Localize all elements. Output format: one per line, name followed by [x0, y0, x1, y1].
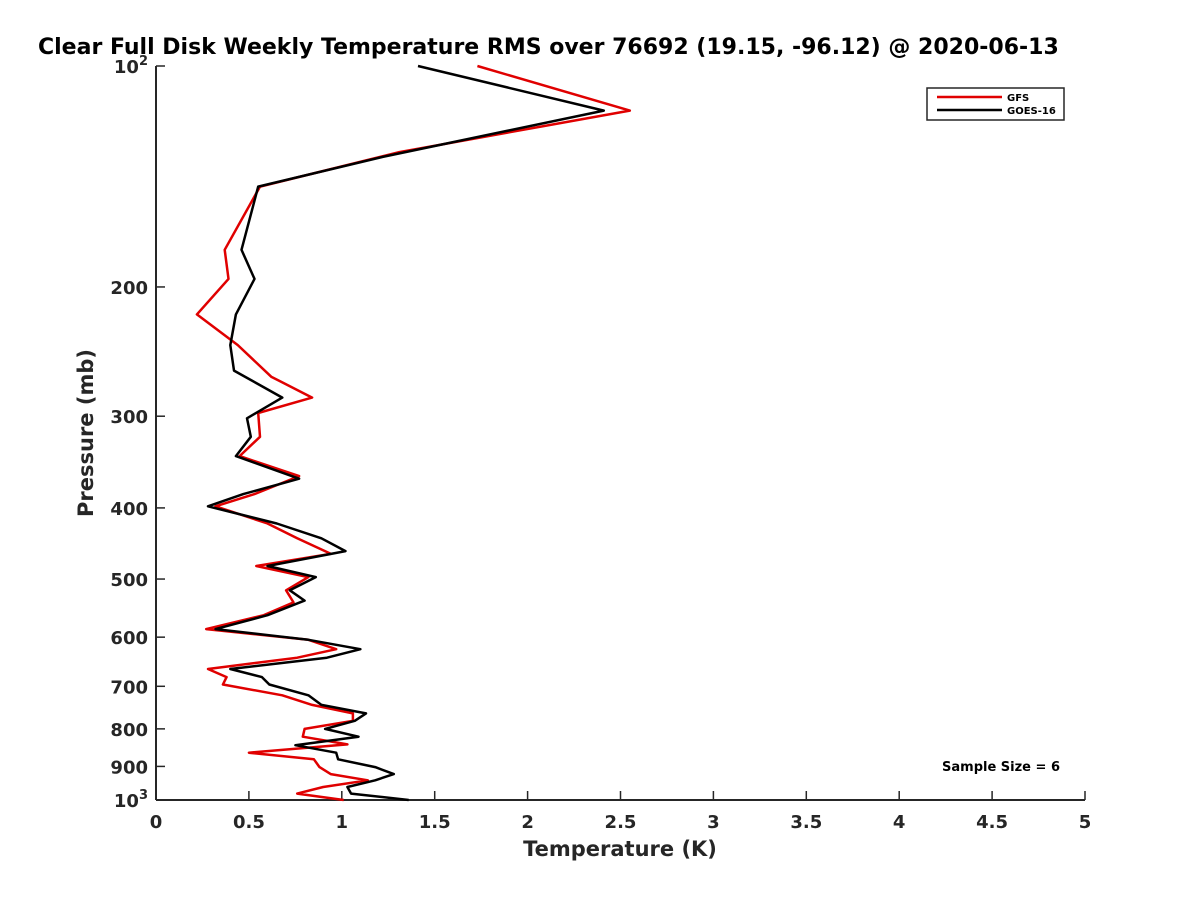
- series-line-gfs: [195, 64, 632, 802]
- x-tick-label: 1.5: [419, 812, 451, 833]
- y-axis-label: Pressure (mb): [74, 349, 98, 517]
- y-tick-label: 200: [110, 278, 148, 299]
- legend-entry-label: GOES-16: [1007, 106, 1056, 117]
- y-tick-label: 400: [110, 499, 148, 520]
- y-tick-label: 700: [110, 677, 148, 698]
- y-tick-label: 300: [110, 407, 148, 428]
- legend-entry-label: GFS: [1007, 93, 1029, 104]
- x-tick-label: 2: [521, 812, 534, 833]
- legend-box: [926, 87, 1065, 121]
- x-tick-label: 3: [707, 812, 720, 833]
- y-tick-label: 102: [114, 54, 148, 78]
- x-tick-label: 4.5: [976, 812, 1008, 833]
- x-tick-label: 2.5: [605, 812, 637, 833]
- x-tick-label: 3.5: [790, 812, 822, 833]
- y-tick-label: 900: [110, 757, 148, 778]
- sample-size-annotation: Sample Size = 6: [942, 760, 1060, 775]
- x-tick-label: 0.5: [233, 812, 265, 833]
- x-tick-label: 1: [336, 812, 349, 833]
- x-axis-label: Temperature (K): [523, 837, 717, 861]
- chart-title: Clear Full Disk Weekly Temperature RMS o…: [38, 35, 1059, 60]
- x-tick-label: 0: [150, 812, 163, 833]
- y-tick-label: 500: [110, 570, 148, 591]
- y-tick-label: 800: [110, 720, 148, 741]
- x-tick-label: 5: [1079, 812, 1092, 833]
- x-tick-label: 4: [893, 812, 906, 833]
- series-line-goes-16: [206, 64, 606, 802]
- y-tick-label: 103: [114, 788, 148, 812]
- y-tick-label: 600: [110, 628, 148, 649]
